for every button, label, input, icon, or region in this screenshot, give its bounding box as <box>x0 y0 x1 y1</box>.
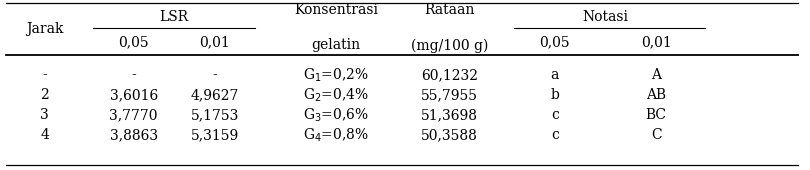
Text: c: c <box>551 108 559 122</box>
Text: -: - <box>42 68 47 82</box>
Text: 0,05: 0,05 <box>118 35 149 49</box>
Text: 3,6016: 3,6016 <box>109 88 158 102</box>
Text: G$_4$=0,8%: G$_4$=0,8% <box>303 126 369 144</box>
Text: 4: 4 <box>40 128 49 142</box>
Text: A: A <box>651 68 661 82</box>
Text: gelatin: gelatin <box>312 38 360 52</box>
Text: 4,9627: 4,9627 <box>190 88 239 102</box>
Text: 5,3159: 5,3159 <box>190 128 239 142</box>
Text: 50,3588: 50,3588 <box>421 128 478 142</box>
Text: AB: AB <box>646 88 666 102</box>
Text: G$_3$=0,6%: G$_3$=0,6% <box>303 106 369 124</box>
Text: Notasi: Notasi <box>582 10 629 24</box>
Text: 0,05: 0,05 <box>539 35 570 49</box>
Text: C: C <box>650 128 662 142</box>
Text: 55,7955: 55,7955 <box>421 88 478 102</box>
Text: a: a <box>551 68 559 82</box>
Text: 3,7770: 3,7770 <box>109 108 158 122</box>
Text: 3,8863: 3,8863 <box>109 128 158 142</box>
Text: c: c <box>551 128 559 142</box>
Text: 51,3698: 51,3698 <box>421 108 478 122</box>
Text: 0,01: 0,01 <box>641 35 671 49</box>
Text: G$_1$=0,2%: G$_1$=0,2% <box>303 66 369 84</box>
Text: -: - <box>131 68 136 82</box>
Text: Konsentrasi: Konsentrasi <box>294 3 378 17</box>
Text: Rataan: Rataan <box>424 3 475 17</box>
Text: BC: BC <box>646 108 667 122</box>
Text: -: - <box>212 68 217 82</box>
Text: G$_2$=0,4%: G$_2$=0,4% <box>303 86 369 104</box>
Text: b: b <box>551 88 559 102</box>
Text: 2: 2 <box>40 88 49 102</box>
Text: (mg/100 g): (mg/100 g) <box>411 38 488 53</box>
Text: 60,1232: 60,1232 <box>421 68 478 82</box>
Text: 0,01: 0,01 <box>199 35 230 49</box>
Text: Jarak: Jarak <box>26 22 63 36</box>
Text: 3: 3 <box>40 108 49 122</box>
Text: 5,1753: 5,1753 <box>190 108 239 122</box>
Text: LSR: LSR <box>160 10 189 24</box>
